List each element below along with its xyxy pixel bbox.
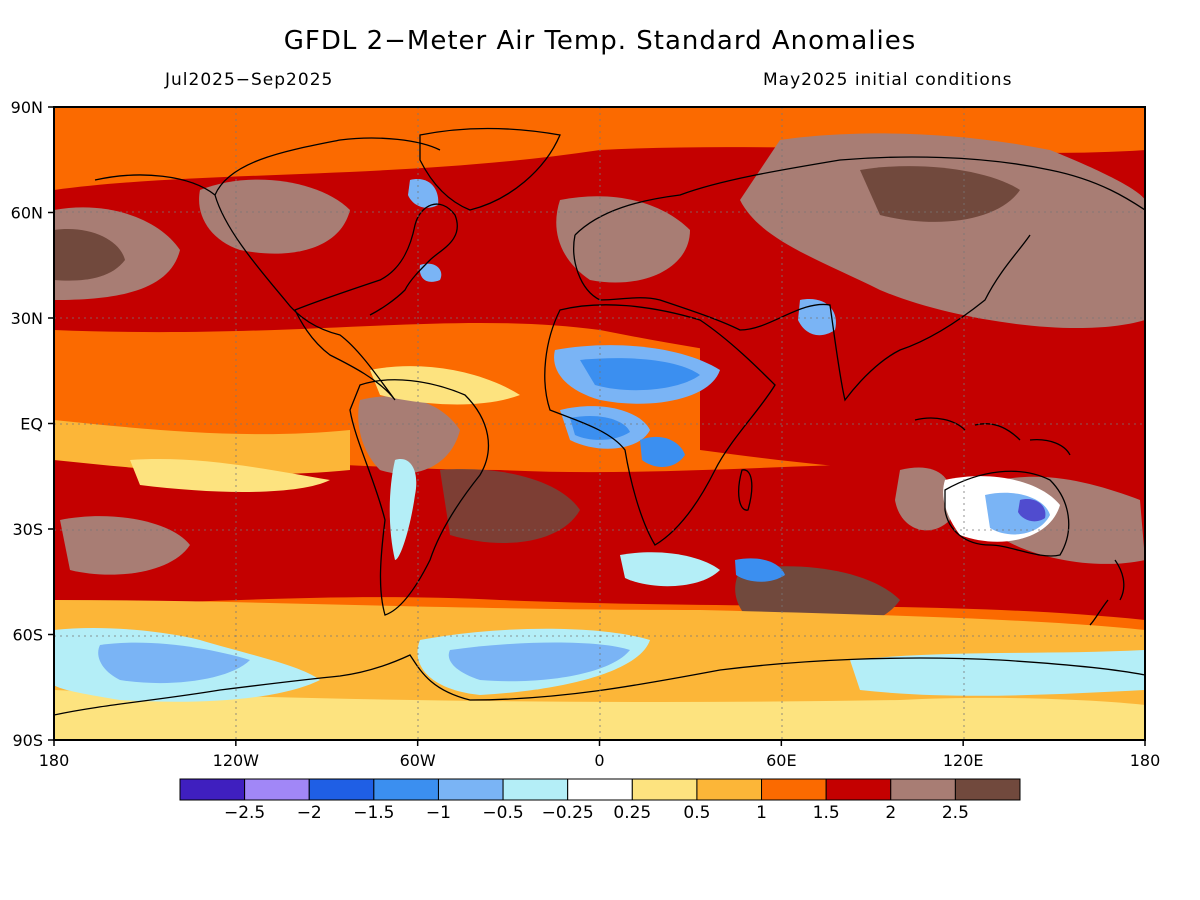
colorbar-label: 1 [756, 803, 767, 823]
lat-label: 30N [11, 309, 43, 328]
lat-label: 60N [11, 204, 43, 223]
colorbar-swatch [954, 778, 1021, 801]
lat-label: 30S [12, 520, 43, 539]
colorbar-label: 0.25 [613, 803, 651, 823]
colorbar-swatch [567, 778, 633, 801]
colorbar-labels: −2.5 −2 −1.5 −1 −0.5 −0.25 0.25 0.5 1 1.5 2 2.5 [224, 803, 969, 823]
colorbar-swatch [502, 778, 569, 801]
colorbar-swatch [890, 778, 956, 801]
lon-label: 120E [943, 751, 984, 770]
lat-label: EQ [20, 415, 43, 434]
initial-conditions: May2025 initial conditions [763, 70, 1013, 90]
longitude-labels: 180 120W 60W 0 60E 120E 180 [39, 751, 1161, 770]
anomaly-field [54, 107, 1145, 740]
colorbar-swatch [244, 778, 310, 801]
map-title: GFDL 2−Meter Air Temp. Standard Anomalie… [283, 26, 917, 56]
colorbar-label: −0.25 [542, 803, 594, 823]
colorbar-swatch [825, 778, 892, 801]
coastlines [54, 127, 1145, 716]
colorbar-label: 1.5 [813, 803, 840, 823]
lat-label: 60S [12, 626, 43, 645]
graticule [54, 107, 1145, 740]
lat-label: 90S [12, 731, 43, 750]
colorbar-label: 0.5 [683, 803, 710, 823]
colorbar-swatch [373, 778, 439, 801]
axis-ticks [48, 106, 1146, 746]
colorbar-swatch [631, 778, 698, 801]
latitude-labels: 90N 60N 30N EQ 30S 60S 90S [11, 98, 43, 750]
colorbar-swatch [761, 778, 827, 801]
colorbar-label: −1.5 [353, 803, 394, 823]
colorbar [179, 778, 1021, 801]
lat-label: 90N [11, 98, 43, 117]
colorbar-label: −1 [426, 803, 451, 823]
colorbar-label: 2.5 [942, 803, 969, 823]
colorbar-label: −0.5 [482, 803, 523, 823]
colorbar-label: −2.5 [224, 803, 265, 823]
colorbar-label: −2 [297, 803, 322, 823]
lon-label: 120W [213, 751, 260, 770]
lon-label: 60E [766, 751, 796, 770]
colorbar-swatch [696, 778, 763, 801]
lon-label: 180 [39, 751, 70, 770]
forecast-period: Jul2025−Sep2025 [165, 70, 334, 90]
colorbar-swatch [308, 778, 375, 801]
colorbar-swatch [437, 778, 504, 801]
lon-label: 0 [594, 751, 604, 770]
colorbar-swatch [179, 778, 246, 801]
lon-label: 180 [1130, 751, 1161, 770]
lon-label: 60W [400, 751, 436, 770]
colorbar-label: 2 [885, 803, 896, 823]
